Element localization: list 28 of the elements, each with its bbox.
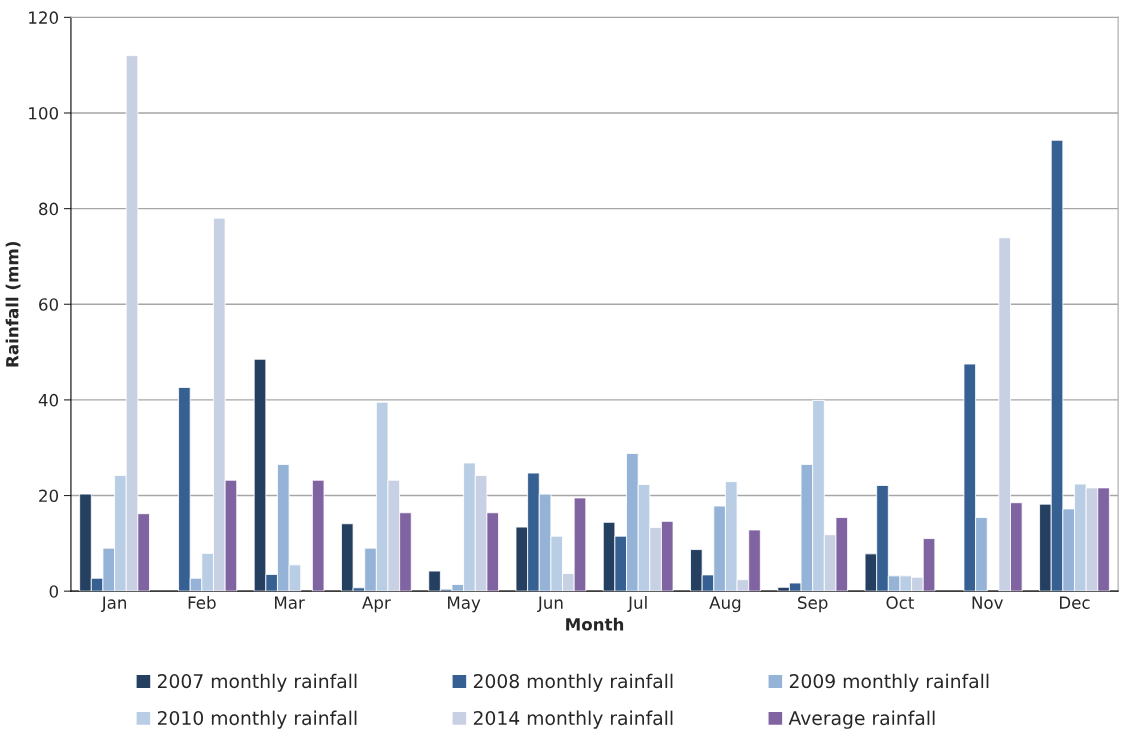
y-tick-label: 100 xyxy=(29,106,59,120)
x-tick-label: Jan xyxy=(100,596,126,613)
x-tick-label: Dec xyxy=(1059,596,1090,609)
y-tick-label: 60 xyxy=(39,298,59,311)
legend-label: 2007 monthly rainfall xyxy=(157,673,357,692)
x-tick-label: Sep xyxy=(798,596,828,613)
y-tick-label: 80 xyxy=(39,202,59,216)
x-tick-label: Mar xyxy=(275,596,305,609)
legend-label: 2014 monthly rainfall xyxy=(473,710,673,729)
legend-label: Average rainfall xyxy=(788,710,935,729)
x-tick-label: Oct xyxy=(886,596,914,609)
legend-label: 2010 monthly rainfall xyxy=(157,710,357,729)
x-tick-label: Apr xyxy=(362,596,391,613)
x-axis-title: Month xyxy=(566,617,624,631)
x-tick-label: Aug xyxy=(709,596,741,613)
y-tick-label: 20 xyxy=(39,489,59,503)
y-tick-label: 40 xyxy=(38,393,59,407)
x-tick-label: Jun xyxy=(537,596,563,613)
legend-label: 2009 monthly rainfall xyxy=(789,673,989,692)
y-tick-label: 0 xyxy=(49,585,59,598)
bar xyxy=(311,479,325,592)
x-tick-label: Jul xyxy=(627,596,647,613)
x-tick-label: May xyxy=(448,596,481,613)
legend-label: 2008 monthly rainfall xyxy=(473,673,673,692)
x-tick-label: Nov xyxy=(972,596,1003,609)
y-tick-label: 120 xyxy=(29,11,59,24)
x-tick-label: Feb xyxy=(188,596,216,609)
y-axis-title: Rainfall (mm) xyxy=(5,242,21,367)
